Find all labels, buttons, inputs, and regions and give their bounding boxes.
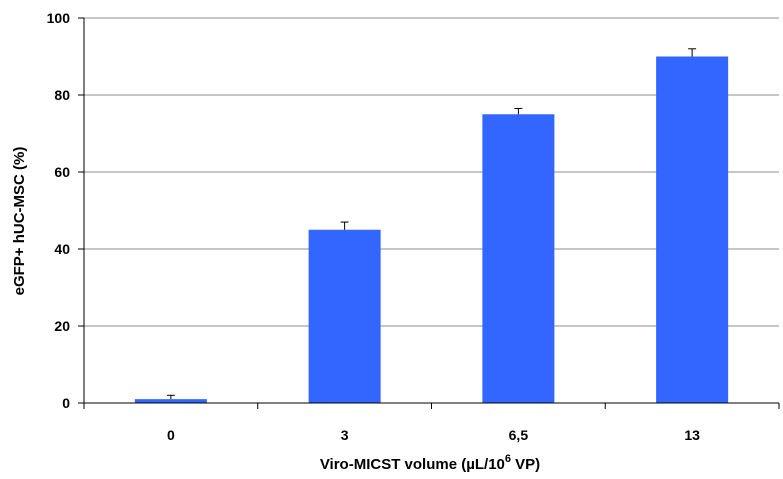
axes bbox=[78, 17, 780, 409]
y-tick-label-4: 80 bbox=[54, 87, 70, 103]
x-axis-title-end: VP) bbox=[511, 456, 540, 473]
bar-0 bbox=[134, 399, 207, 403]
y-axis-title: eGFP+ hUC-MSC (%) bbox=[11, 147, 28, 296]
bar-1 bbox=[308, 229, 381, 403]
x-tick-label-0: 0 bbox=[167, 427, 175, 443]
y-tick-label-2: 40 bbox=[54, 241, 70, 257]
error-bars bbox=[166, 48, 697, 400]
x-tick-label-2: 6,5 bbox=[509, 427, 529, 443]
x-tick-label-1: 3 bbox=[341, 427, 349, 443]
y-tick-label-1: 20 bbox=[54, 318, 70, 334]
x-axis-title-superscript: 6 bbox=[505, 453, 511, 465]
x-axis-title: Viro-MICST volume (µL/106 VP) bbox=[320, 453, 540, 473]
y-tick-labels: 0 20 40 60 80 100 bbox=[47, 10, 71, 411]
x-axis-title-main: Viro-MICST volume (µL/10 bbox=[320, 456, 505, 473]
x-tick-labels: 0 3 6,5 13 bbox=[167, 427, 700, 443]
y-tick-label-0: 0 bbox=[62, 395, 70, 411]
y-tick-label-5: 100 bbox=[47, 10, 71, 26]
x-tick-label-3: 13 bbox=[684, 427, 700, 443]
y-tick-label-3: 60 bbox=[54, 164, 70, 180]
bar-3 bbox=[656, 56, 729, 403]
bars bbox=[134, 56, 729, 403]
bar-2 bbox=[482, 114, 555, 403]
